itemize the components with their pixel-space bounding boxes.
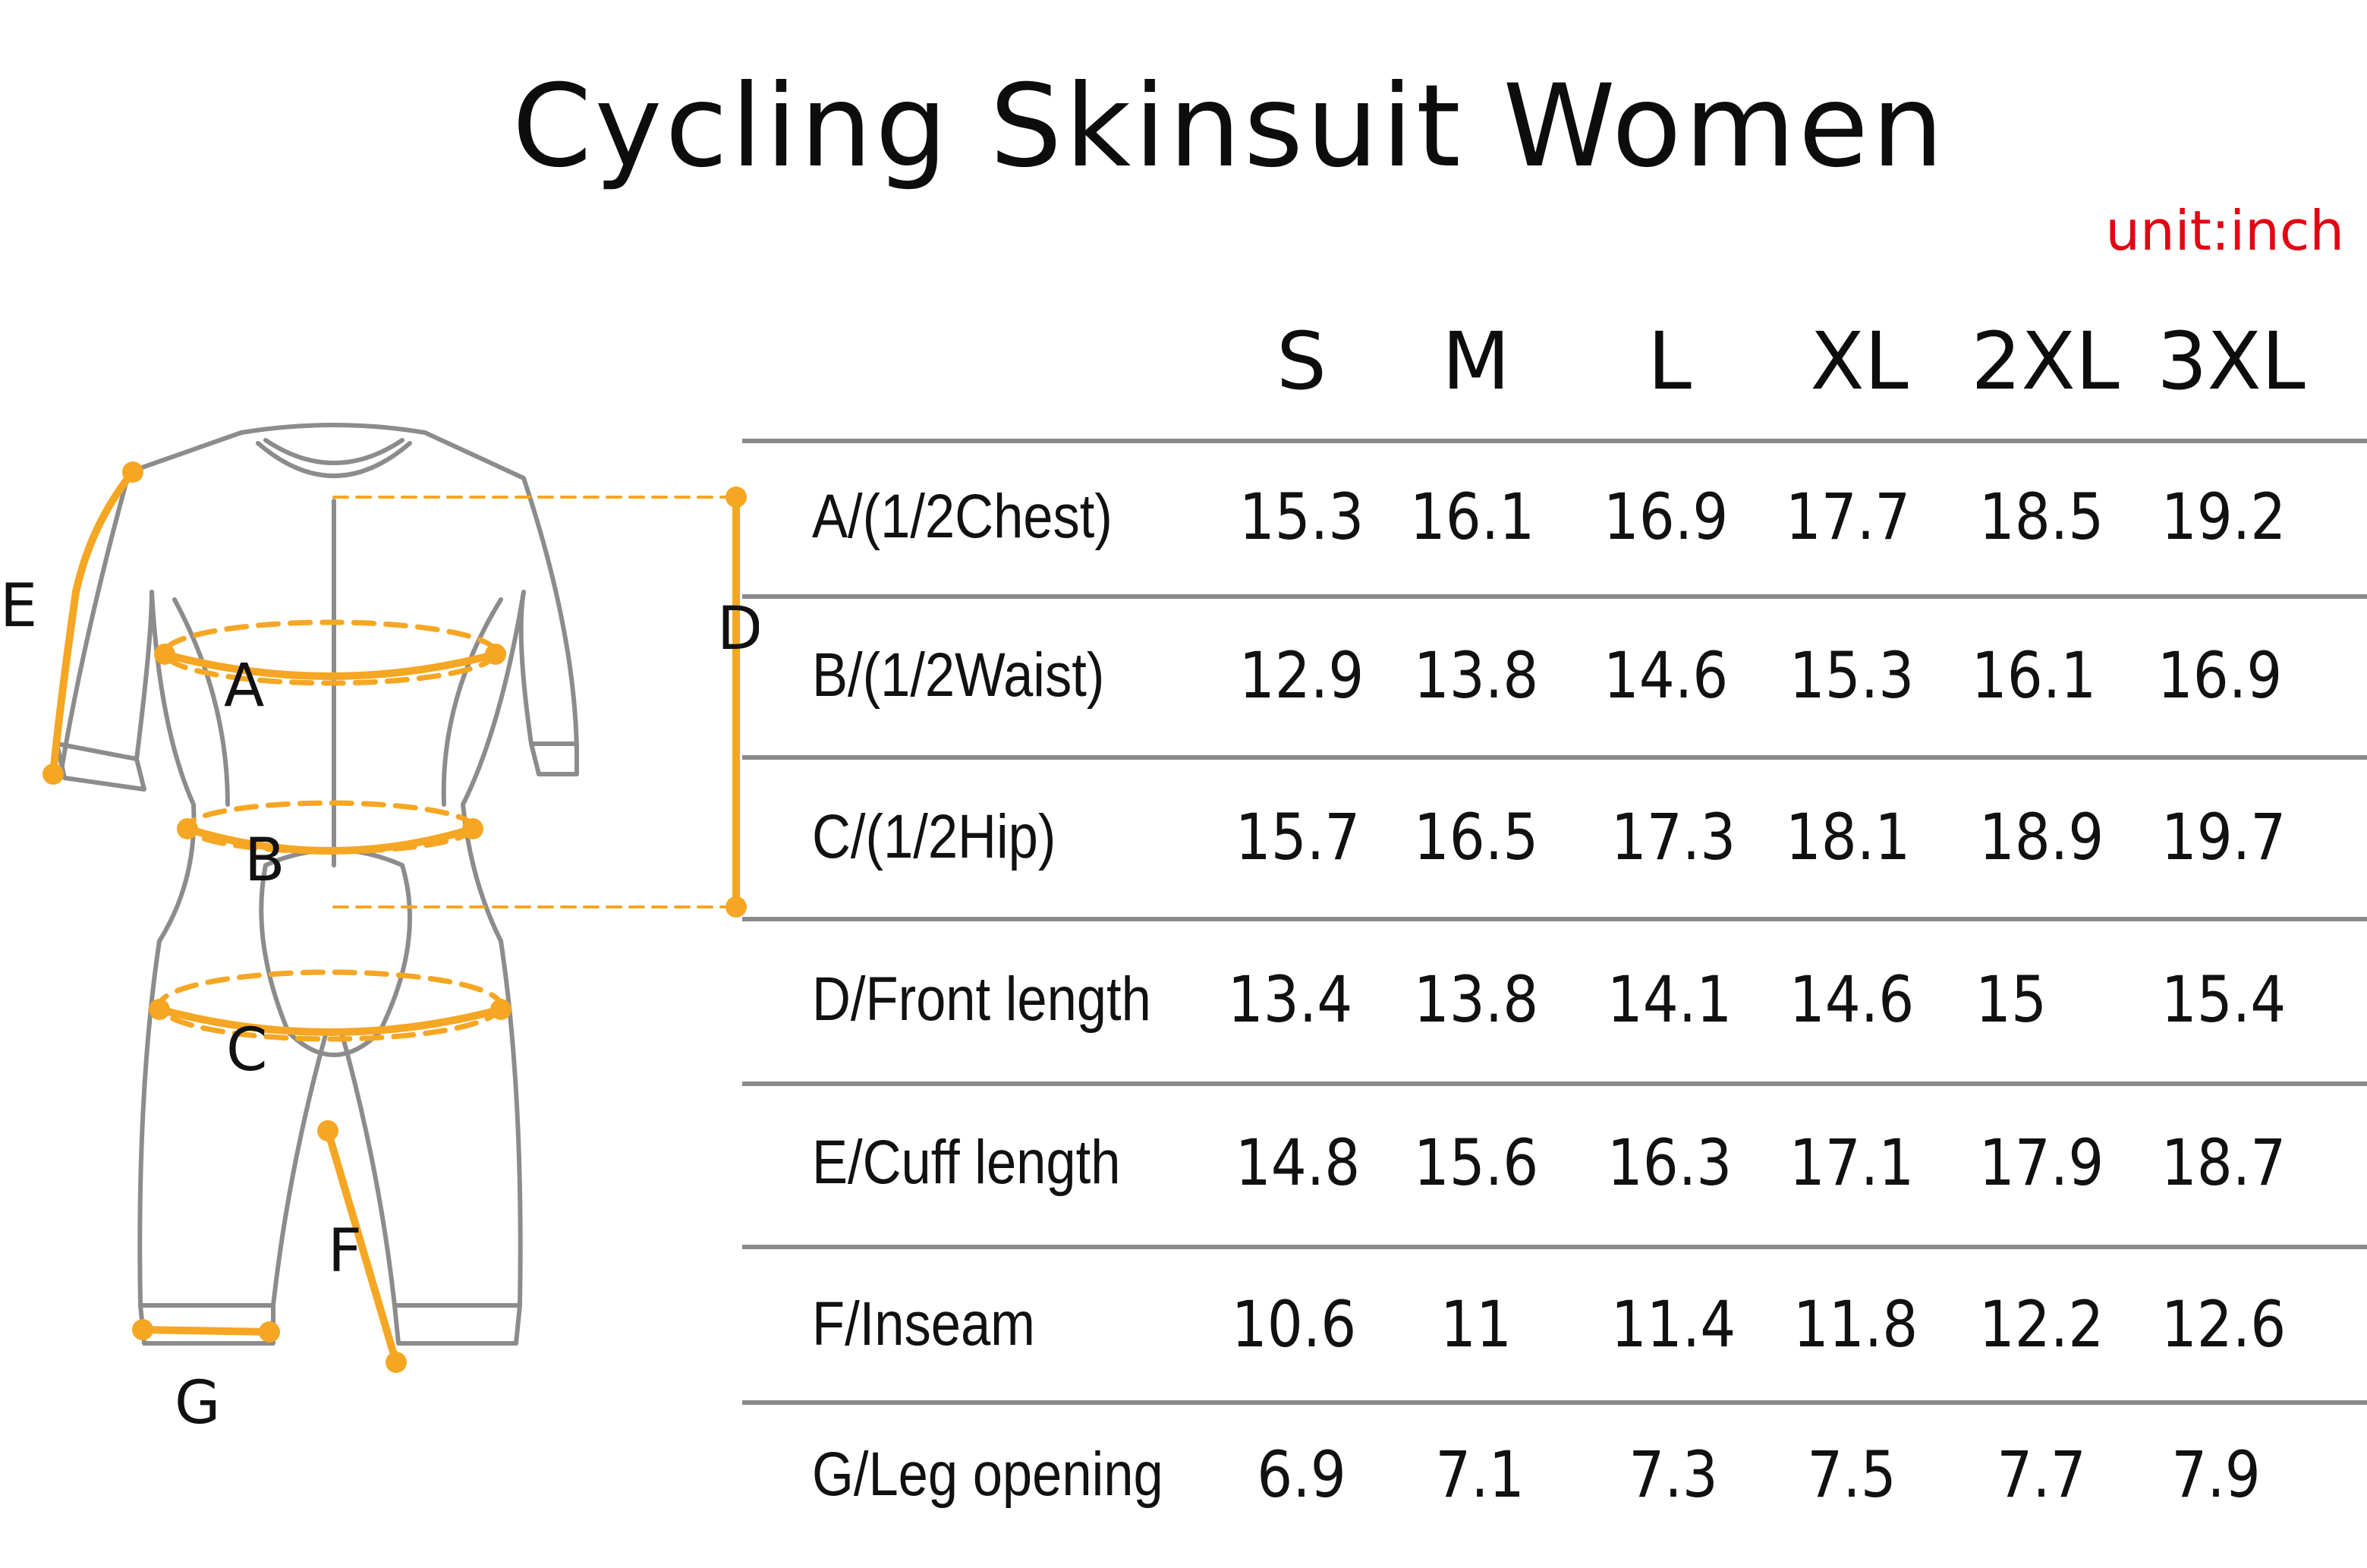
table-row: G/Leg opening 6.9 7.1 7.3 7.5 7.7 7.9 [0, 1418, 2367, 1532]
cell-value: 12.6 [2161, 1287, 2287, 1362]
cell-value: 16.1 [1971, 638, 2097, 713]
label-b: B [244, 827, 285, 895]
cell-value: 7.3 [1629, 1437, 1718, 1512]
table-rule [742, 1245, 2367, 1249]
table-rule [742, 917, 2367, 921]
cell-value: 7.1 [1435, 1437, 1525, 1512]
cell-value: 15.7 [1235, 800, 1361, 874]
cell-value: 18.5 [1978, 480, 2104, 554]
cell-value: 16.3 [1607, 1126, 1733, 1200]
table-rule [742, 594, 2367, 599]
cell-value: 7.9 [2171, 1437, 2261, 1512]
cell-value: 18.9 [1978, 800, 2104, 874]
row-label: C/(1/2Hip) [812, 802, 1056, 871]
size-header-2xl: 2XL [1971, 315, 2120, 408]
page-title: Cycling Skinsuit Women [511, 61, 1947, 193]
cell-value: 15 [1975, 962, 2048, 1037]
label-f: F [328, 1217, 362, 1286]
table-row: C/(1/2Hip) 15.7 16.5 17.3 18.1 18.9 19.7 [0, 780, 2367, 894]
measurement-dots [42, 461, 747, 1373]
cell-value: 19.7 [2161, 800, 2287, 874]
cell-value: 15.3 [1789, 638, 1915, 713]
table-row: A/(1/2Chest) 15.3 16.1 16.9 17.7 18.5 19… [0, 460, 2367, 574]
row-label: F/Inseam [812, 1289, 1035, 1359]
label-a: A [224, 652, 264, 720]
unit-label: unit:inch [2105, 199, 2344, 263]
row-label: D/Front length [812, 965, 1151, 1034]
table-rule [742, 1400, 2367, 1405]
cell-value: 14.1 [1607, 962, 1733, 1037]
table-row: B/(1/2Waist) 12.9 13.8 14.6 15.3 16.1 16… [0, 619, 2367, 732]
cell-value: 18.1 [1785, 800, 1911, 874]
row-label: A/(1/2Chest) [812, 482, 1113, 551]
size-header-xl: XL [1810, 315, 1909, 408]
cell-value: 7.5 [1807, 1437, 1896, 1512]
cell-value: 19.2 [2161, 480, 2287, 554]
cell-value: 17.7 [1785, 480, 1911, 554]
cell-value: 15.3 [1239, 480, 1364, 554]
cell-value: 10.6 [1231, 1287, 1357, 1362]
measurement-lines [49, 468, 740, 1366]
table-row: D/Front length 13.4 13.8 14.1 14.6 15 15… [0, 943, 2367, 1056]
size-header-s: S [1276, 315, 1327, 408]
cell-value: 16.9 [1603, 480, 1729, 554]
cell-value: 13.8 [1413, 962, 1539, 1037]
cell-value: 17.9 [1978, 1126, 2104, 1200]
cell-value: 11 [1440, 1287, 1512, 1362]
cell-value: 13.8 [1413, 638, 1539, 713]
size-header-3xl: 3XL [2157, 315, 2306, 408]
row-label: G/Leg opening [812, 1440, 1163, 1509]
cell-value: 16.9 [2157, 638, 2283, 713]
cell-value: 18.7 [2161, 1126, 2287, 1200]
cell-value: 14.6 [1603, 638, 1729, 713]
table-rule [742, 755, 2367, 760]
skinsuit-diagram: E A B C D F G [0, 423, 759, 1437]
cell-value: 7.7 [1997, 1437, 2086, 1512]
cell-value: 17.3 [1610, 800, 1736, 874]
cell-value: 12.2 [1978, 1287, 2104, 1362]
size-header-l: L [1648, 315, 1692, 408]
table-rule [742, 1082, 2367, 1086]
cell-value: 15.6 [1413, 1126, 1539, 1200]
row-label: E/Cuff length [812, 1128, 1121, 1197]
cell-value: 15.4 [2161, 962, 2287, 1037]
row-label: B/(1/2Waist) [812, 641, 1105, 710]
table-row: F/Inseam 10.6 11 11.4 11.8 12.2 12.6 [0, 1267, 2367, 1381]
table-rule [742, 439, 2367, 443]
label-d: D [717, 595, 759, 663]
cell-value: 12.9 [1239, 638, 1364, 713]
size-header-m: M [1442, 315, 1510, 408]
cell-value: 11.8 [1793, 1287, 1918, 1362]
cell-value: 14.6 [1789, 962, 1915, 1037]
label-c: C [226, 1016, 267, 1085]
label-g: G [175, 1369, 220, 1437]
table-row: E/Cuff length 14.8 15.6 16.3 17.1 17.9 1… [0, 1106, 2367, 1220]
cell-value: 16.1 [1409, 480, 1535, 554]
cell-value: 16.5 [1413, 800, 1539, 874]
cell-value: 13.4 [1227, 962, 1353, 1037]
cell-value: 6.9 [1257, 1437, 1346, 1512]
cell-value: 17.1 [1789, 1126, 1915, 1200]
cell-value: 11.4 [1610, 1287, 1736, 1362]
cell-value: 14.8 [1235, 1126, 1361, 1200]
label-e: E [0, 572, 37, 641]
